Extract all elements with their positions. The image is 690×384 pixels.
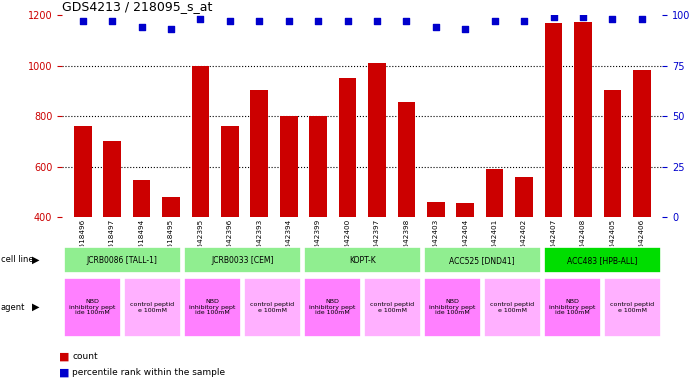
Text: control peptid
e 100mM: control peptid e 100mM [250,302,294,313]
Text: JCRB0033 [CEM]: JCRB0033 [CEM] [211,256,273,265]
Point [519,18,530,25]
Point [578,14,589,20]
Text: KOPT-K: KOPT-K [349,256,375,265]
Bar [304,247,421,273]
Text: NBD
inhibitory pept
ide 100mM: NBD inhibitory pept ide 100mM [309,299,355,316]
Point [136,25,147,31]
Text: agent: agent [1,303,25,312]
Bar [244,278,301,336]
Bar [633,70,651,318]
Point [342,18,353,25]
Text: control peptid
e 100mM: control peptid e 100mM [371,302,414,313]
Bar [63,278,121,336]
Point [371,18,382,25]
Bar [424,247,541,273]
Bar [184,247,301,273]
Text: GDS4213 / 218095_s_at: GDS4213 / 218095_s_at [62,0,213,13]
Text: ACC525 [DND41]: ACC525 [DND41] [449,256,515,265]
Text: NBD
inhibitory pept
ide 100mM: NBD inhibitory pept ide 100mM [429,299,475,316]
Text: control peptid
e 100mM: control peptid e 100mM [130,302,174,313]
Bar [309,116,327,318]
Bar [427,202,444,318]
Bar [486,169,504,318]
Point [636,17,647,23]
Point [607,17,618,23]
Point [431,25,442,31]
Bar [368,63,386,318]
Bar [456,203,474,318]
Text: NBD
inhibitory pept
ide 100mM: NBD inhibitory pept ide 100mM [549,299,595,316]
Point [254,18,265,25]
Text: ACC483 [HPB-ALL]: ACC483 [HPB-ALL] [567,256,638,265]
Bar [192,66,209,318]
Bar [221,126,239,318]
Bar [604,90,621,318]
Bar [574,22,592,318]
Bar [63,247,181,273]
Point [77,18,88,25]
Bar [424,278,481,336]
Point [548,14,559,20]
Text: ■: ■ [59,351,69,361]
Bar [604,278,661,336]
Bar [484,278,541,336]
Point [460,26,471,33]
Bar [104,141,121,318]
Point [283,18,294,25]
Text: cell line: cell line [1,255,33,265]
Bar [544,23,562,318]
Bar [364,278,421,336]
Text: ■: ■ [59,367,69,377]
Bar [250,90,268,318]
Point [313,18,324,25]
Text: ▶: ▶ [32,255,39,265]
Bar [74,126,92,318]
Point [489,18,500,25]
Text: NBD
inhibitory pept
ide 100mM: NBD inhibitory pept ide 100mM [69,299,115,316]
Bar [397,102,415,318]
Text: control peptid
e 100mM: control peptid e 100mM [611,302,654,313]
Bar [544,247,661,273]
Point [401,18,412,25]
Point [224,18,235,25]
Text: percentile rank within the sample: percentile rank within the sample [72,368,226,377]
Point [195,17,206,23]
Point [166,26,177,33]
Bar [280,116,297,318]
Bar [339,78,356,318]
Text: JCRB0086 [TALL-1]: JCRB0086 [TALL-1] [87,256,157,265]
Bar [515,177,533,318]
Bar [162,197,180,318]
Text: ▶: ▶ [32,302,39,312]
Bar [124,278,181,336]
Bar [544,278,601,336]
Bar [184,278,241,336]
Text: NBD
inhibitory pept
ide 100mM: NBD inhibitory pept ide 100mM [189,299,235,316]
Bar [132,180,150,318]
Point [106,18,117,25]
Bar [304,278,361,336]
Text: count: count [72,352,98,361]
Text: control peptid
e 100mM: control peptid e 100mM [491,302,534,313]
